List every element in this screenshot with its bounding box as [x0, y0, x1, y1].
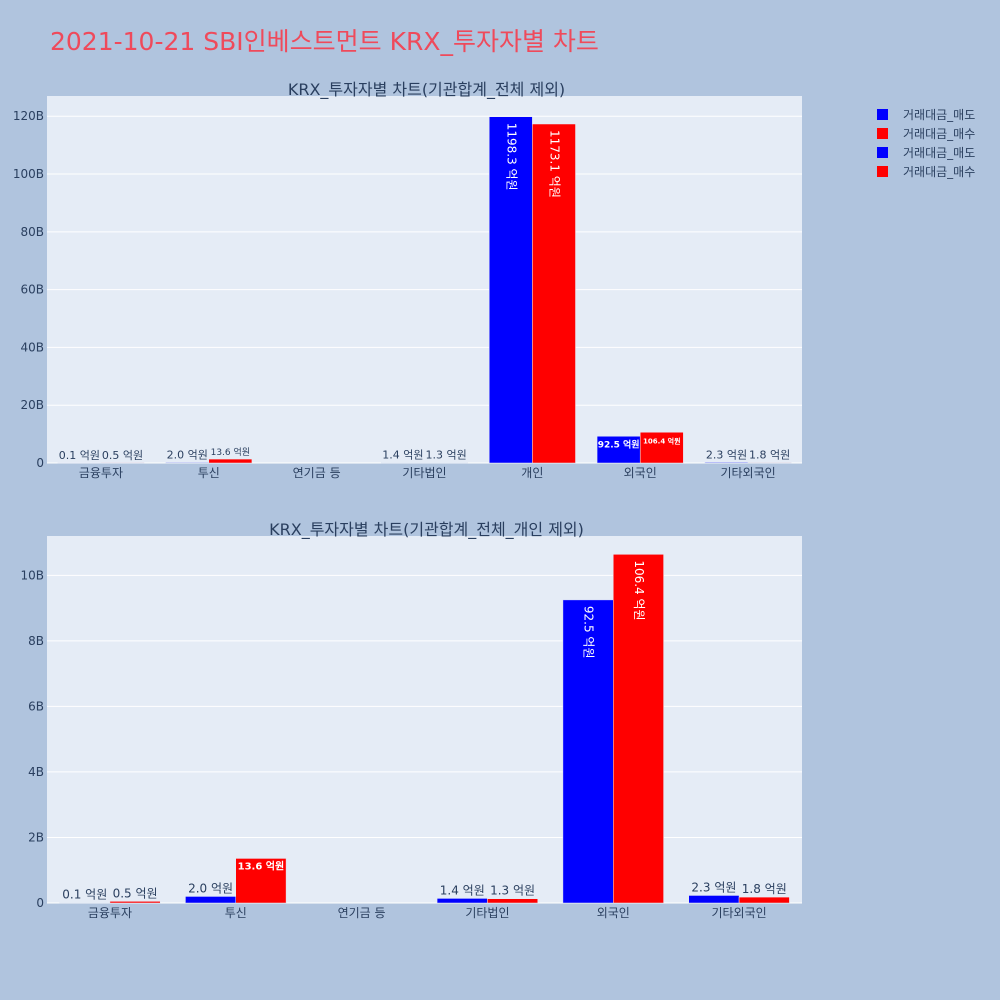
data-label: 1.8 억원: [749, 448, 790, 461]
bar-buy: [738, 896, 790, 904]
data-label: 1.3 억원: [490, 884, 535, 898]
data-label: 1198.3 억원: [504, 123, 518, 191]
y-tick-label: 120B: [13, 109, 44, 123]
data-label: 106.4 억원: [643, 436, 680, 445]
bar-sell: [562, 599, 614, 904]
bar-sell: [165, 462, 210, 464]
x-tick-label: 외국인: [597, 906, 630, 920]
data-label: 0.5 억원: [113, 886, 158, 900]
legend-item-label: 거래대금_매수: [903, 165, 975, 179]
x-tick-label: 개인: [521, 466, 543, 480]
data-label: 13.6 억원: [238, 859, 285, 872]
bar-buy: [235, 858, 287, 904]
data-label: 2.3 억원: [706, 448, 747, 461]
data-label: 1.8 억원: [742, 882, 787, 896]
bar-sell: [436, 898, 488, 904]
data-label: 1.4 억원: [382, 449, 423, 462]
chart-title: KRX_투자자별 차트(기관합계_전체 제외): [288, 80, 565, 100]
y-tick-label: 8B: [28, 634, 44, 648]
y-tick-label: 6B: [28, 699, 44, 713]
data-label: 2.0 억원: [188, 881, 233, 895]
y-tick-label: 60B: [20, 283, 44, 297]
bar-sell: [704, 462, 749, 464]
bar-buy: [532, 123, 576, 464]
x-tick-label: 금융투자: [88, 906, 132, 920]
x-tick-label: 연기금 등: [338, 906, 386, 920]
data-label: 0.1 억원: [62, 888, 107, 902]
data-label: 2.0 억원: [167, 448, 208, 461]
legend-item-label: 거래대금_매도: [903, 108, 975, 122]
chart-panel-1: 0 20B 40B 60B 80B 100B 120B KRX_투자자별 차트(기관합계_전체…: [13, 80, 802, 480]
x-tick-label: 금융투자: [79, 466, 123, 480]
legend-swatch: [877, 166, 888, 177]
data-label: 92.5 억원: [598, 438, 640, 450]
bar-buy: [208, 458, 253, 464]
y-tick-label: 0: [36, 896, 44, 910]
bar-sell: [185, 896, 237, 904]
plot-area: [47, 536, 802, 903]
x-tick-label: 기타법인: [465, 906, 509, 920]
bar-sell: [688, 895, 740, 904]
bar-buy: [639, 432, 684, 464]
bar-buy: [487, 898, 538, 904]
data-label: 1.3 억원: [425, 449, 466, 462]
legend-item-label: 거래대금_매도: [903, 146, 975, 160]
chart-title: KRX_투자자별 차트(기관합계_전체_개인 제외): [269, 520, 584, 540]
x-tick-label: 기타외국인: [720, 466, 775, 480]
bar-sell: [596, 436, 641, 464]
legend-item-label: 거래대금_매수: [903, 127, 975, 141]
x-tick-label: 외국인: [624, 466, 657, 480]
data-label: 2.3 억원: [691, 880, 736, 894]
bar-sell: [488, 116, 533, 464]
bar-buy: [747, 462, 792, 464]
x-tick-label: 기타외국인: [711, 906, 766, 920]
bar-buy: [109, 901, 161, 904]
x-tick-label: 투신: [198, 466, 220, 480]
chart-panel-2: 0 2B 4B 6B 8B 10B KRX_투자자별 차트(기관합계_전체_개인 제외) 금융…: [20, 520, 802, 920]
y-tick-label: 4B: [28, 765, 44, 779]
data-label: 1173.1 억원: [547, 130, 561, 198]
legend-swatch: [877, 147, 888, 158]
data-label: 0.1 억원: [59, 449, 100, 462]
y-tick-label: 0: [36, 456, 44, 470]
main-title: 2021-10-21 SBI인베스트먼트 KRX_투자자별 차트: [50, 27, 599, 56]
y-tick-label: 80B: [20, 225, 44, 239]
plot-area: [47, 96, 802, 463]
x-tick-label: 연기금 등: [293, 466, 341, 480]
y-tick-label: 2B: [28, 830, 44, 844]
y-tick-label: 20B: [20, 398, 44, 412]
data-label: 92.5 억원: [582, 606, 596, 659]
x-tick-label: 투신: [225, 906, 247, 920]
legend-swatch: [877, 109, 888, 120]
data-label: 106.4 억원: [632, 560, 646, 620]
y-tick-label: 10B: [20, 568, 44, 582]
data-label: 13.6 억원: [211, 446, 250, 458]
y-tick-label: 100B: [13, 167, 44, 181]
y-tick-label: 40B: [20, 340, 44, 354]
data-label: 1.4 억원: [440, 883, 485, 897]
data-label: 0.5 억원: [102, 449, 143, 462]
legend-swatch: [877, 128, 888, 139]
bar-buy: [613, 554, 664, 904]
x-tick-label: 기타법인: [402, 466, 446, 480]
